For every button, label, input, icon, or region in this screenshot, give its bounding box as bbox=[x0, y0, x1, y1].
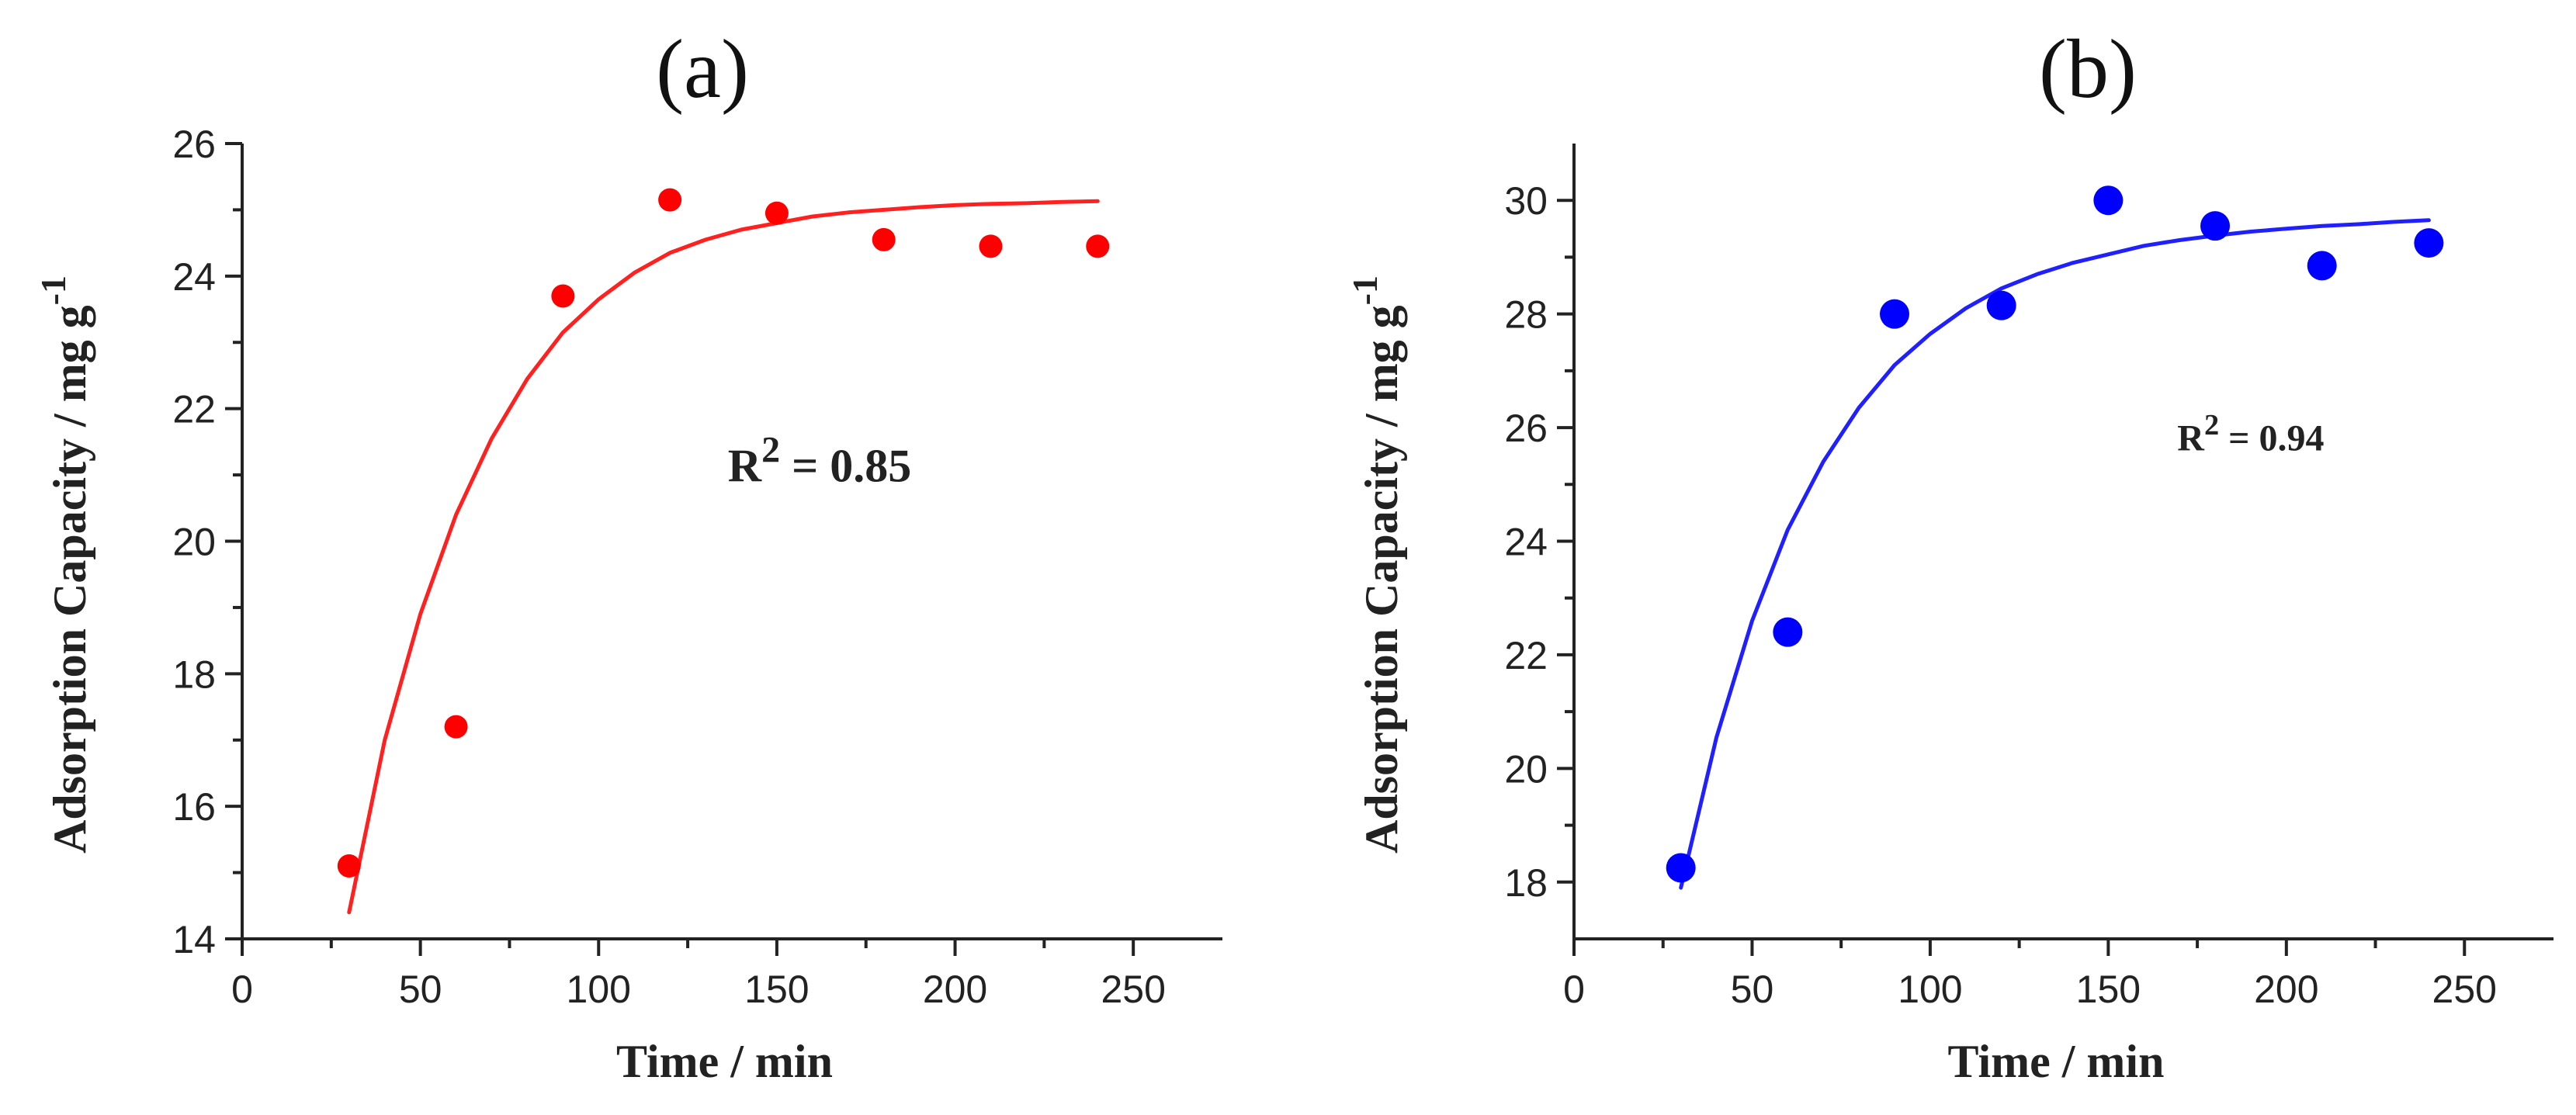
x-axis-title: Time / min bbox=[616, 1036, 833, 1087]
data-point bbox=[658, 188, 682, 212]
data-point bbox=[1880, 299, 1910, 329]
x-axis-title: Time / min bbox=[1948, 1036, 2165, 1087]
r-squared-value: = 0.85 bbox=[780, 441, 911, 492]
y-tick-label: 14 bbox=[172, 918, 216, 961]
y-tick-label: 24 bbox=[1504, 521, 1548, 564]
data-point bbox=[444, 715, 468, 739]
r-squared-annotation: R2 = 0.85 bbox=[728, 429, 912, 491]
data-point bbox=[2307, 251, 2337, 281]
data-point bbox=[764, 201, 789, 225]
x-tick-label: 150 bbox=[2076, 968, 2141, 1011]
data-point bbox=[872, 227, 896, 251]
y-tick-label: 20 bbox=[172, 521, 216, 564]
r-squared-superscript: 2 bbox=[2204, 409, 2219, 441]
panel-label: (b) bbox=[2039, 23, 2137, 116]
y-axis-title-main: Adsorption Capacity / mg g bbox=[44, 305, 95, 854]
chart-panel-a: (a) 0 50 100 150 200 250 14 16 18 20 22 24 26 Time / m… bbox=[33, 23, 1222, 1087]
x-tick-label: 250 bbox=[1101, 968, 1165, 1011]
fit-curve bbox=[347, 199, 1100, 915]
data-point bbox=[337, 854, 361, 878]
y-tick-label: 28 bbox=[1504, 293, 1548, 337]
y-tick-label: 26 bbox=[172, 123, 216, 166]
r-squared-value: = 0.94 bbox=[2219, 417, 2324, 459]
x-tick-label: 0 bbox=[1563, 968, 1585, 1011]
data-point bbox=[2093, 185, 2124, 216]
data-point bbox=[1666, 853, 1696, 883]
x-tick-label: 200 bbox=[2254, 968, 2318, 1011]
x-tick-label: 100 bbox=[567, 968, 631, 1011]
x-tick-label: 0 bbox=[231, 968, 253, 1011]
fit-curve bbox=[1679, 218, 2431, 890]
r-squared-annotation: R2 = 0.94 bbox=[2177, 409, 2324, 459]
data-point bbox=[1986, 290, 2016, 320]
y-tick-label: 26 bbox=[1504, 407, 1548, 450]
x-tick-label: 50 bbox=[1731, 968, 1774, 1011]
x-tick-label: 100 bbox=[1898, 968, 1962, 1011]
data-point bbox=[1086, 234, 1110, 258]
x-tick-label: 200 bbox=[923, 968, 987, 1011]
x-tick-label: 150 bbox=[744, 968, 809, 1011]
y-tick-label: 20 bbox=[1504, 747, 1548, 791]
y-axis-title: Adsorption Capacity / mg g-1 bbox=[33, 275, 95, 854]
data-point bbox=[2414, 228, 2444, 258]
y-tick-label: 18 bbox=[172, 653, 216, 696]
y-tick-label: 24 bbox=[172, 255, 216, 299]
r-squared-superscript: 2 bbox=[761, 429, 780, 470]
y-axis-title-main: Adsorption Capacity / mg g bbox=[1356, 305, 1407, 854]
x-tick-label: 250 bbox=[2432, 968, 2497, 1011]
y-tick-label: 22 bbox=[172, 388, 216, 431]
y-axis-title-superscript: -1 bbox=[33, 275, 73, 305]
data-point bbox=[2200, 211, 2231, 241]
y-tick-label: 22 bbox=[1504, 634, 1548, 677]
data-point bbox=[1773, 617, 1803, 647]
r-squared-symbol: R bbox=[2177, 417, 2205, 459]
data-point bbox=[979, 234, 1003, 258]
y-axis-title: Adsorption Capacity / mg g-1 bbox=[1345, 275, 1407, 854]
y-tick-label: 30 bbox=[1504, 179, 1548, 223]
chart-panel-b: (b) 0 50 100 150 200 250 18 20 22 24 26 28 30 Time / m… bbox=[1345, 23, 2553, 1087]
panel-label: (a) bbox=[656, 23, 749, 116]
data-point bbox=[551, 284, 575, 308]
y-axis-title-superscript: -1 bbox=[1345, 275, 1385, 305]
r-squared-symbol: R bbox=[728, 441, 762, 492]
x-tick-label: 50 bbox=[399, 968, 442, 1011]
y-tick-label: 18 bbox=[1504, 861, 1548, 905]
y-tick-label: 16 bbox=[172, 785, 216, 829]
